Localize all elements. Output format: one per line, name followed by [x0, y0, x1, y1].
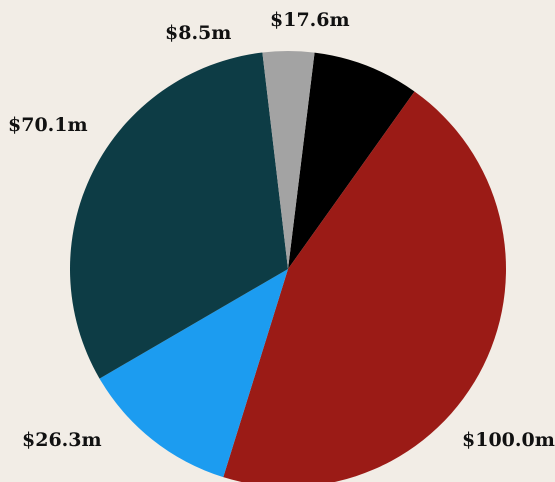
pie-slice-2: [99, 269, 288, 478]
slice-label-3: $70.1m: [8, 114, 88, 136]
pie-slice-0: [288, 52, 415, 270]
slice-label-2: $26.3m: [22, 429, 102, 451]
pie-slice-3: [70, 52, 289, 379]
pie-labels: $17.6m $100.0m $26.3m $70.1m $8.5m: [8, 9, 555, 451]
slice-label-4: $8.5m: [165, 22, 231, 44]
slice-label-1: $100.0m: [462, 429, 555, 451]
pie-slice-1: [223, 91, 506, 482]
pie-slices: [70, 50, 506, 482]
pie-slice-4: [262, 50, 315, 270]
slice-label-0: $17.6m: [270, 9, 350, 31]
